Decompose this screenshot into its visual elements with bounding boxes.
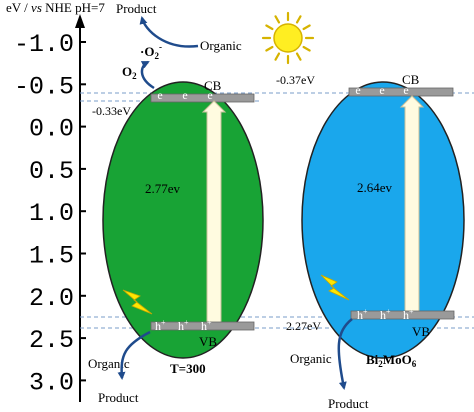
sun-ray [302, 24, 311, 31]
right-electron-3: e [403, 83, 408, 97]
left-excitation-arrow [201, 100, 227, 328]
axis-arrowhead [75, 14, 85, 28]
left-holes: h+ h+ h+ [155, 318, 212, 333]
sun-ray [302, 45, 311, 52]
right-lightning-icon [320, 274, 350, 301]
axis-tick-label: 2.0 [29, 284, 74, 313]
axis-ticks: -1.0 -0.5 0.0 0.5 1.0 1.5 2.0 2.5 3.0 [14, 30, 86, 397]
right-bottom-product: Product [328, 396, 369, 411]
left-top-product: Product [116, 1, 157, 16]
axis-tick-label: 1.0 [29, 199, 74, 228]
hole-label: h+ [380, 307, 391, 322]
right-bottom-organic: Organic [290, 351, 332, 366]
left-electron-3: e [207, 88, 212, 102]
left-cb-label: CB [204, 78, 222, 93]
left-vb-label: VB [199, 334, 217, 349]
hole-label: h+ [403, 307, 414, 322]
left-bottom-organic: Organic [88, 356, 130, 371]
right-electron-1: e [355, 83, 360, 97]
left-cb-value: -0.33eV [92, 104, 131, 118]
left-top-product-curve [139, 16, 199, 48]
right-vb-bar [350, 310, 455, 320]
left-vb-bar [150, 321, 255, 331]
axis-title: eV / vs NHE pH=7 [6, 0, 105, 15]
right-cb-label: CB [402, 72, 420, 87]
axis-tick-label: 0.5 [29, 157, 74, 186]
right-name: Bi2MoO6 [366, 352, 417, 369]
right-vb-value: 2.27eV [286, 319, 321, 333]
sun-ray [274, 15, 281, 24]
right-gap-label: 2.64ev [357, 180, 393, 195]
left-electron-2: e [182, 88, 187, 102]
right-bottom-curve [337, 318, 353, 390]
left-top-organic: Organic [200, 38, 242, 53]
right-excitation-arrow [399, 95, 425, 316]
left-bottom-product: Product [98, 390, 139, 405]
axis-tick-label: -0.5 [14, 72, 74, 101]
hole-label: h+ [201, 318, 212, 333]
sun-ray [295, 15, 302, 24]
left-lightning-icon [122, 289, 153, 315]
hole-label: h+ [357, 307, 368, 322]
left-bottom-curve [117, 330, 151, 380]
axis-tick-label: 0.0 [29, 115, 74, 144]
right-holes: h+ h+ h+ [357, 307, 414, 322]
right-cb-value: -0.37eV [276, 73, 315, 87]
sun-disc [273, 23, 303, 53]
left-cb-bar [150, 93, 255, 103]
left-superoxide-label: ·O2- [140, 42, 162, 61]
sun-ray [265, 45, 274, 52]
hole-label: h+ [178, 318, 189, 333]
left-o2-label: O2 [122, 64, 137, 81]
axis-tick-label: -1.0 [14, 30, 74, 59]
axis-tick-label: 3.0 [29, 368, 74, 397]
sun-icon [261, 11, 315, 65]
sun-ray [295, 52, 302, 61]
left-electron-1: e [157, 88, 162, 102]
left-gap-label: 2.77ev [145, 181, 181, 196]
axis-tick-label: 1.5 [29, 242, 74, 271]
sun-ray [274, 52, 281, 61]
sun-ray [265, 24, 274, 31]
right-electron-2: e [379, 83, 384, 97]
left-name: T=300 [170, 361, 206, 376]
left-semiconductor-ellipse [102, 81, 264, 359]
right-cb-bar [348, 87, 454, 97]
left-o2-curve [140, 60, 155, 90]
axis-tick-label: 2.5 [29, 326, 74, 355]
right-vb-label: VB [412, 324, 430, 339]
hole-label: h+ [155, 318, 166, 333]
right-semiconductor-ellipse [301, 81, 465, 359]
